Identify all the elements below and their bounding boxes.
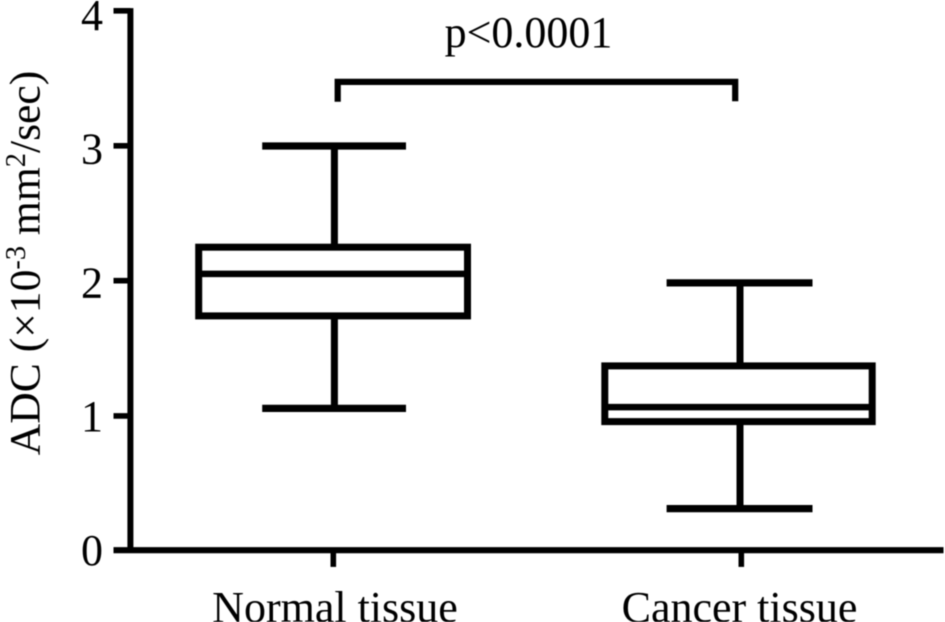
svg-text:p<0.0001: p<0.0001 xyxy=(445,8,613,57)
svg-text:Cancer tissue: Cancer tissue xyxy=(622,583,858,622)
svg-text:0: 0 xyxy=(81,526,103,575)
svg-text:3: 3 xyxy=(81,125,103,174)
svg-text:1: 1 xyxy=(81,392,103,441)
svg-text:Normal tissue: Normal tissue xyxy=(212,583,458,622)
svg-text:2: 2 xyxy=(81,259,103,308)
svg-text:4: 4 xyxy=(81,0,103,40)
